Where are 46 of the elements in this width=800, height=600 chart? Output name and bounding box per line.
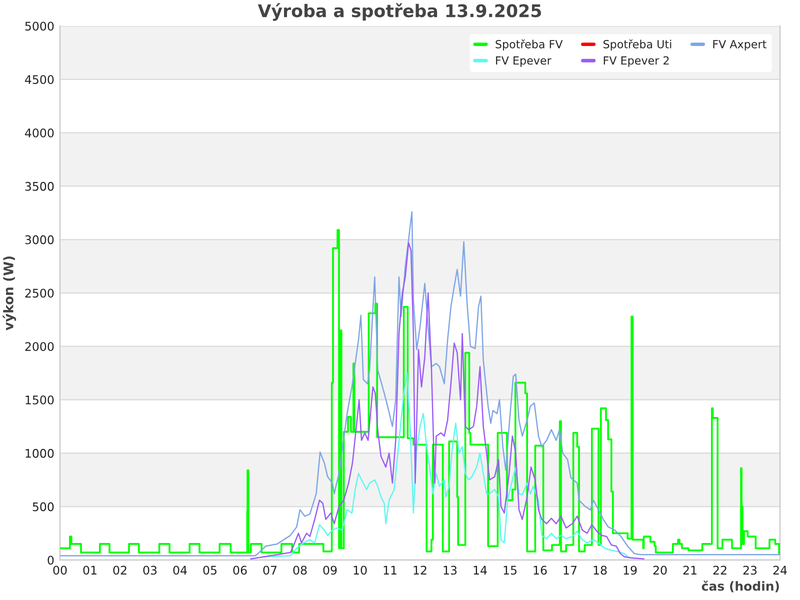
y-tick-label: 5000 xyxy=(25,22,54,31)
legend-label: FV Axpert xyxy=(713,40,766,51)
x-tick-label: 08 xyxy=(293,566,307,575)
x-tick-label: 16 xyxy=(534,566,547,575)
legend-label: Spotřeba FV xyxy=(496,39,563,51)
x-tick-label: 14 xyxy=(474,566,487,575)
x-tick-label: 09 xyxy=(323,566,337,575)
x-tick-label: 20 xyxy=(653,566,667,575)
y-tick-label: 1000 xyxy=(26,448,54,458)
x-tick-label: 02 xyxy=(113,566,126,575)
x-tick-label: 05 xyxy=(203,566,216,575)
y-tick-label: 4000 xyxy=(24,128,54,138)
y-tick-label: 3000 xyxy=(25,235,54,244)
x-tick-label: 07 xyxy=(263,566,276,575)
chart-title: Výroba a spotřeba 13.9.2025 xyxy=(258,3,542,21)
legend-label: Spotřeba Uti xyxy=(604,39,672,51)
y-axis-title: výkon (W) xyxy=(2,256,16,330)
x-tick-label: 18 xyxy=(594,566,607,575)
x-tick-label: 06 xyxy=(233,566,247,575)
x-tick-label: 12 xyxy=(414,566,426,575)
y-tick-label: 4500 xyxy=(24,75,54,84)
y-tick-label: 1500 xyxy=(26,396,54,404)
y-tick-label: 2000 xyxy=(25,342,54,352)
y-tick-label: 0 xyxy=(48,556,54,565)
x-tick-label: 23 xyxy=(743,566,757,575)
y-tick-label: 3500 xyxy=(25,182,54,191)
x-tick-label: 21 xyxy=(683,566,696,575)
y-tick-label: 500 xyxy=(32,502,54,512)
x-tick-label: 15 xyxy=(504,566,516,575)
line-series xyxy=(262,372,632,558)
x-tick-label: 03 xyxy=(143,566,157,575)
x-tick-label: 04 xyxy=(173,566,187,575)
legend-label: FV Epever 2 xyxy=(604,56,669,67)
line-series xyxy=(250,242,644,560)
x-tick-label: 13 xyxy=(444,566,457,575)
x-tick-label: 01 xyxy=(83,566,96,575)
x-tick-label: 00 xyxy=(53,566,67,575)
x-axis-title: čas (hodin) xyxy=(702,580,779,592)
x-tick-label: 17 xyxy=(564,566,576,575)
x-tick-label: 24 xyxy=(773,566,787,575)
x-tick-label: 11 xyxy=(384,566,396,575)
x-tick-label: 19 xyxy=(624,566,637,575)
y-tick-label: 2500 xyxy=(25,288,54,298)
x-tick-label: 22 xyxy=(713,566,726,575)
x-tick-label: 10 xyxy=(354,566,367,575)
legend-label: FV Epever xyxy=(496,56,552,67)
